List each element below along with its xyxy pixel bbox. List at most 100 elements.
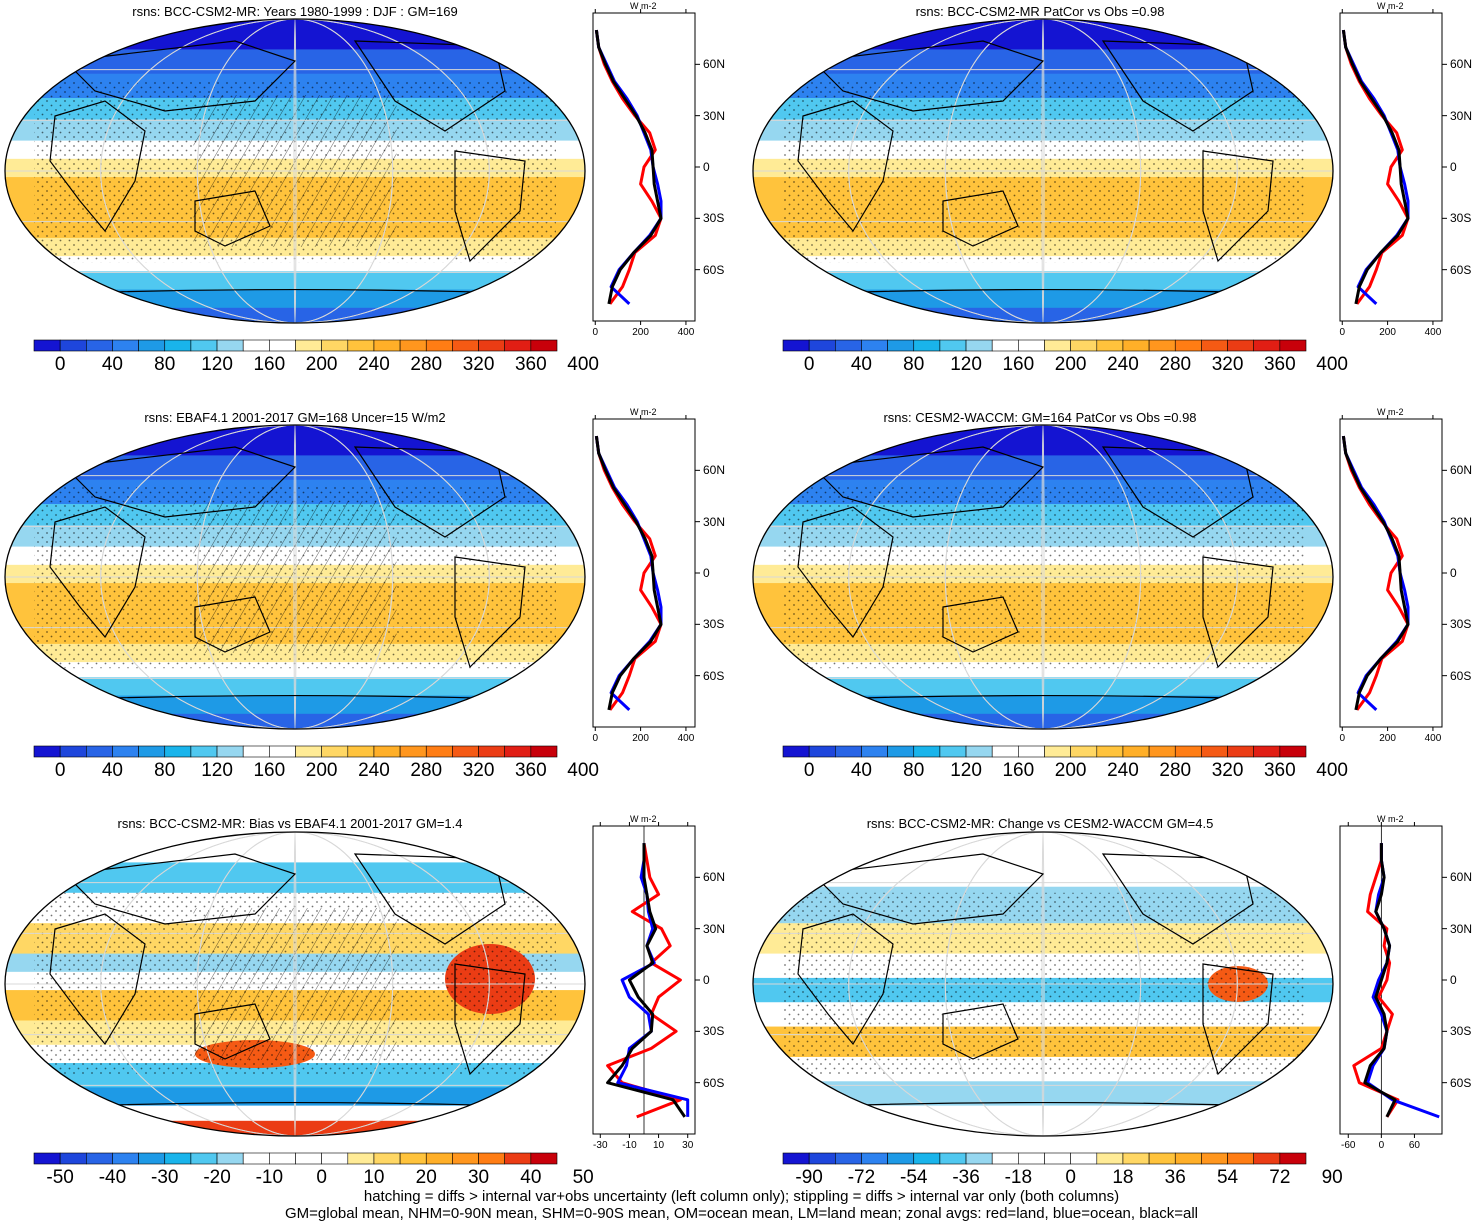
zonal-lat-label: 0 — [1450, 566, 1457, 580]
zonal-curve-all — [594, 29, 663, 305]
colorbar-swatch — [1227, 1152, 1255, 1165]
colorbar-swatch — [834, 1152, 862, 1165]
colorbar-swatch — [782, 745, 810, 758]
colorbar-swatch — [138, 339, 166, 352]
colorbar-tick-label: 72 — [1269, 1167, 1291, 1188]
colorbar-tick-label: 160 — [1002, 354, 1035, 375]
colorbar-swatch — [399, 745, 427, 758]
zonal-x-label: 10 — [653, 1140, 665, 1151]
colorbar-tick-label: 200 — [1054, 354, 1087, 375]
colorbar-swatch — [425, 1152, 453, 1165]
zonal-curve-all — [606, 843, 687, 1118]
zonal-units-label: W m-2 — [630, 407, 657, 417]
colorbar-tick-label: 200 — [305, 354, 338, 375]
colorbar-swatch — [1148, 745, 1176, 758]
map-color-band — [753, 713, 1333, 729]
map-panel-2 — [752, 18, 1334, 324]
colorbar — [782, 745, 1307, 758]
colorbar-swatch — [269, 339, 296, 352]
colorbar-tick-label: 40 — [520, 1167, 542, 1188]
colorbar-swatch — [965, 745, 993, 758]
zonal-lat-label: 30S — [1450, 617, 1472, 632]
colorbar-swatch — [347, 745, 375, 758]
colorbar-swatch — [1044, 745, 1071, 758]
colorbar-swatch — [808, 1152, 836, 1165]
zonal-curve-ocean — [1366, 843, 1440, 1119]
zonal-lat-label: 60N — [1450, 463, 1473, 478]
colorbar-tick-label: 160 — [253, 354, 286, 375]
colorbar-swatch — [1279, 745, 1307, 758]
colorbar-tick-label: -20 — [203, 1167, 231, 1188]
colorbar-tick-label: 90 — [1321, 1167, 1343, 1188]
colorbar-tick-label: 50 — [572, 1167, 594, 1188]
zonal-mean-plot — [592, 415, 700, 731]
coastline — [811, 853, 1045, 925]
colorbar-swatch — [504, 745, 532, 758]
colorbar-swatch — [1122, 745, 1150, 758]
zonal-lat-label: 30N — [1450, 514, 1473, 529]
colorbar-tick-label: 80 — [903, 760, 925, 781]
colorbar-swatch — [530, 339, 558, 352]
colorbar-tick-label: -18 — [1004, 1167, 1033, 1188]
coastline — [454, 963, 526, 1076]
zonal-curve-land — [1352, 843, 1400, 1118]
colorbar-swatch — [1148, 1152, 1176, 1165]
colorbar-swatch — [1122, 339, 1150, 352]
zonal-lat-label: 60S — [703, 668, 725, 683]
colorbar-swatch — [33, 339, 61, 352]
map-color-band — [753, 695, 1333, 715]
colorbar-swatch — [190, 1152, 218, 1165]
colorbar-swatch — [1253, 1152, 1281, 1165]
zonal-x-label: -10 — [622, 1140, 637, 1151]
colorbar-swatch — [1201, 745, 1228, 758]
colorbar-tick-label: 120 — [950, 760, 982, 781]
zonal-lat-label: 60N — [703, 57, 726, 72]
zonal-lat-label: 30S — [703, 617, 725, 632]
colorbar-tick-label: 280 — [1159, 354, 1192, 375]
map-panel-3 — [4, 424, 586, 730]
map-panel-4 — [752, 424, 1334, 730]
map-color-band — [5, 425, 585, 456]
colorbar-swatch — [452, 1152, 479, 1165]
zonal-x-label: 200 — [1379, 327, 1396, 338]
colorbar-tick-label: 20 — [415, 1167, 437, 1188]
zonal-curve-all — [1363, 843, 1397, 1118]
coastline — [49, 506, 146, 639]
colorbar-tick-label: 320 — [1211, 760, 1244, 781]
footer-hatching-note: hatching = diffs > internal var+obs unce… — [363, 1188, 1120, 1205]
colorbar-tick-label: 240 — [1107, 354, 1139, 375]
colorbar-swatch — [939, 339, 967, 352]
colorbar-tick-label: 200 — [1054, 760, 1087, 781]
colorbar-tick-label: 80 — [154, 354, 176, 375]
colorbar-swatch — [242, 745, 270, 758]
zonal-curve-land — [606, 842, 682, 1119]
colorbar-tick-label: -90 — [795, 1167, 823, 1188]
colorbar-swatch — [1096, 745, 1124, 758]
map-color-band — [753, 832, 1333, 888]
zonal-x-label: 400 — [677, 327, 695, 338]
colorbar-tick-label: 120 — [201, 354, 233, 375]
colorbar-swatch — [190, 745, 218, 758]
panel-title: rsns: BCC-CSM2-MR: Change vs CESM2-WACCM… — [866, 816, 1214, 831]
map-border — [4, 424, 586, 730]
zonal-x-label: 0 — [592, 733, 599, 744]
zonal-lat-label: 60S — [1450, 1075, 1472, 1090]
zonal-x-label: 200 — [632, 733, 649, 744]
map-border — [752, 831, 1334, 1137]
zonal-units-label: W m-2 — [1377, 407, 1404, 417]
colorbar-swatch — [295, 745, 322, 758]
zonal-units-label: W m-2 — [1377, 814, 1404, 824]
map-border — [752, 424, 1334, 730]
coastline — [49, 100, 146, 233]
colorbar-swatch — [190, 339, 218, 352]
colorbar-tick-label: 18 — [1112, 1167, 1134, 1188]
colorbar-swatch — [965, 339, 993, 352]
map-color-band — [5, 677, 585, 697]
coastline — [1202, 556, 1274, 669]
colorbar-swatch — [939, 1152, 967, 1165]
colorbar-tick-label: 40 — [850, 760, 873, 781]
colorbar-tick-label: 240 — [358, 760, 390, 781]
panel-title: rsns: BCC-CSM2-MR PatCor vs Obs =0.98 — [915, 4, 1165, 19]
colorbar-swatch — [1174, 1152, 1202, 1165]
